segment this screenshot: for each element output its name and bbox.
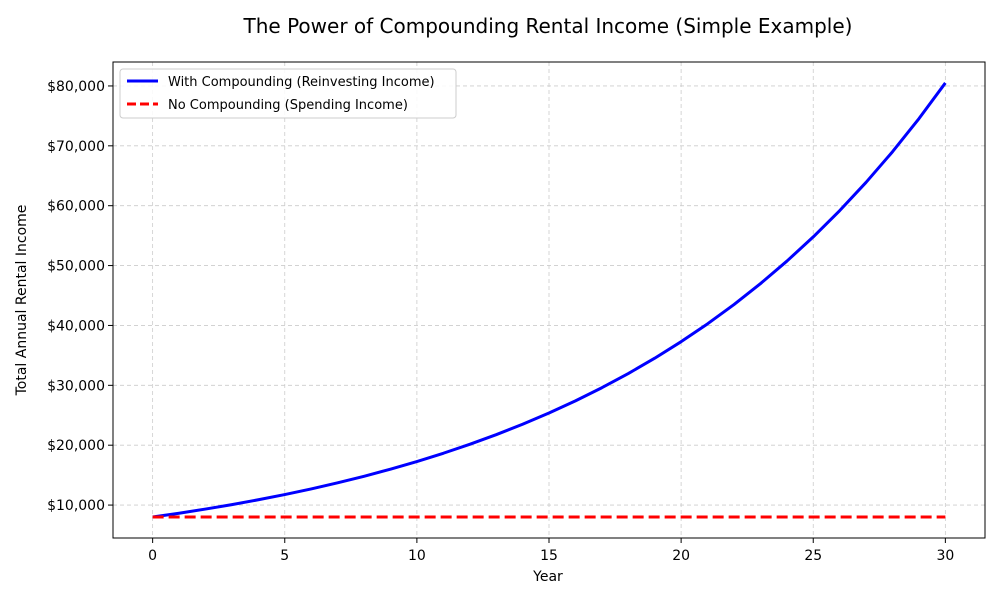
y-tick-label: $70,000 <box>47 139 105 155</box>
series-line-1 <box>152 82 947 519</box>
series-layer <box>152 82 947 519</box>
grid <box>113 62 985 538</box>
y-tick-label: $30,000 <box>47 378 105 394</box>
legend-label-2: No Compounding (Spending Income) <box>168 98 408 113</box>
x-tick-label: 10 <box>408 548 426 564</box>
legend-box <box>119 68 457 119</box>
x-axis-label: Year <box>532 569 563 585</box>
x-tick-label: 5 <box>280 548 289 564</box>
x-tick-label: 20 <box>672 548 690 564</box>
legend: With Compounding (Reinvesting Income) No … <box>119 68 457 119</box>
y-tick-label: $10,000 <box>47 498 105 514</box>
ticks: 0 5 10 15 20 25 30 $10,000 $20,000 $30,000 $40,000… <box>47 79 954 564</box>
y-axis-label: Total Annual Rental Income <box>14 205 30 397</box>
y-tick-label: $60,000 <box>47 199 105 215</box>
x-tick-label: 15 <box>540 548 558 564</box>
y-tick-label: $20,000 <box>47 438 105 454</box>
x-tick-label: 0 <box>148 548 157 564</box>
chart-title: The Power of Compounding Rental Income (… <box>243 14 853 38</box>
y-tick-label: $80,000 <box>47 79 105 95</box>
x-tick-label: 30 <box>936 548 954 564</box>
x-tick-label: 25 <box>804 548 822 564</box>
legend-label-1: With Compounding (Reinvesting Income) <box>168 75 435 90</box>
y-tick-label: $40,000 <box>47 318 105 334</box>
y-tick-label: $50,000 <box>47 259 105 275</box>
